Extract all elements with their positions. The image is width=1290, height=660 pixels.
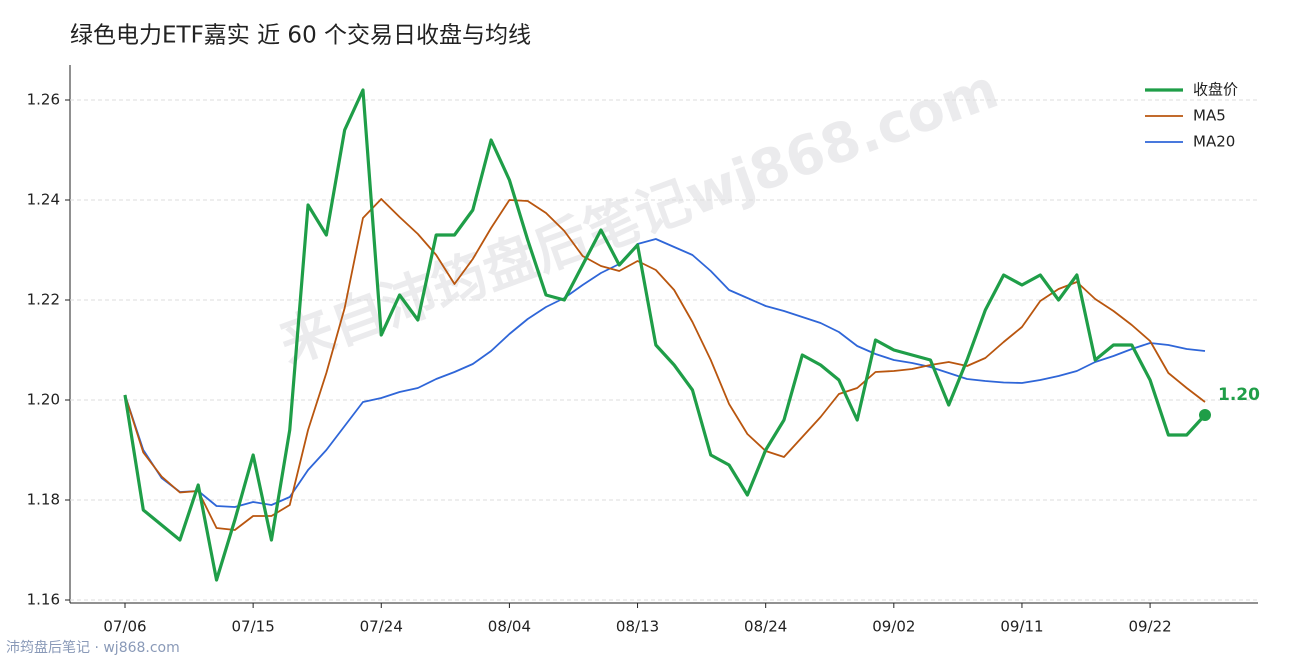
y-tick-label: 1.24 [27, 191, 60, 209]
last-point [1199, 409, 1211, 421]
y-tick-label: 1.18 [27, 491, 60, 509]
x-tick-label: 09/22 [1128, 618, 1171, 636]
y-tick-label: 1.26 [27, 91, 60, 109]
x-tick-label: 08/13 [616, 618, 659, 636]
y-tick-label: 1.16 [27, 591, 60, 609]
series-line [124, 238, 1206, 508]
last-label: 1.20 [1218, 385, 1260, 405]
legend-label: MA20 [1193, 133, 1235, 151]
legend-label: MA5 [1193, 107, 1226, 125]
x-tick-label: 07/24 [360, 618, 403, 636]
x-tick-label: 08/24 [744, 618, 787, 636]
x-tick-label: 07/15 [232, 618, 275, 636]
footer: 沛筠盘后笔记 · wj868.com [6, 639, 180, 656]
y-tick-label: 1.22 [27, 291, 60, 309]
chart-title: 绿色电力ETF嘉实 近 60 个交易日收盘与均线 [70, 23, 531, 49]
x-tick-label: 07/06 [103, 618, 146, 636]
y-tick-label: 1.20 [27, 391, 60, 409]
series-line [124, 198, 1206, 531]
x-tick-label: 09/02 [872, 618, 915, 636]
series-line [123, 88, 1207, 582]
x-tick-label: 08/04 [488, 618, 531, 636]
x-tick-label: 09/11 [1000, 618, 1043, 636]
legend-label: 收盘价 [1193, 81, 1238, 99]
